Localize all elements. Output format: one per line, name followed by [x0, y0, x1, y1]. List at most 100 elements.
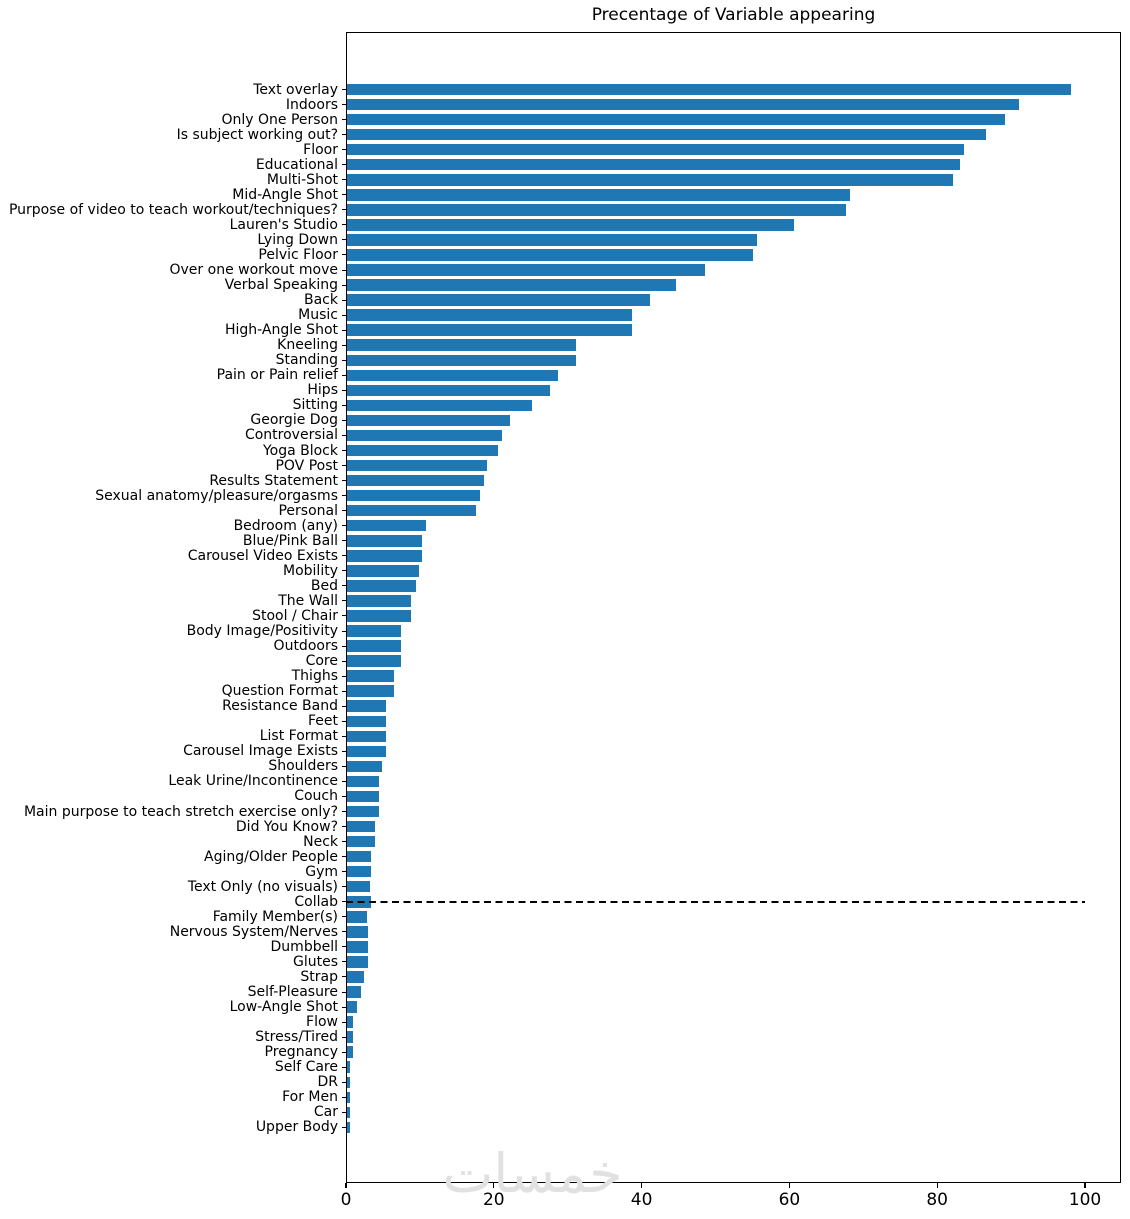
- bar: [347, 775, 379, 788]
- bar: [347, 610, 412, 622]
- y-tick-label: List Format: [259, 728, 338, 745]
- y-tick-label: Outdoors: [273, 638, 338, 655]
- y-tick-mark: [342, 780, 346, 782]
- bar: [347, 113, 1005, 126]
- y-tick-mark: [342, 194, 346, 196]
- bar: [347, 429, 503, 442]
- bar: [347, 640, 401, 652]
- y-tick-label: Mid-Angle Shot: [232, 186, 338, 203]
- y-tick-mark: [342, 314, 346, 316]
- bar: [347, 474, 484, 487]
- bar: [347, 820, 376, 833]
- y-tick-mark: [342, 570, 346, 572]
- y-tick-label: Flow: [306, 1014, 338, 1031]
- y-tick-mark: [342, 630, 346, 632]
- y-tick-label: Upper Body: [255, 1119, 338, 1136]
- y-tick-label: Georgie Dog: [250, 412, 338, 429]
- bar: [347, 745, 387, 758]
- y-tick-mark: [342, 705, 346, 707]
- y-tick-mark: [342, 119, 346, 121]
- y-tick-mark: [342, 600, 346, 602]
- y-tick-mark: [342, 901, 346, 903]
- y-tick-mark: [342, 675, 346, 677]
- y-tick-mark: [342, 344, 346, 346]
- y-tick-mark: [342, 359, 346, 361]
- y-tick-mark: [342, 1096, 346, 1098]
- y-tick-label: Only One Person: [221, 111, 338, 128]
- bar: [347, 880, 370, 893]
- bar: [347, 1016, 353, 1028]
- y-tick-mark: [342, 239, 346, 241]
- y-tick-label: Text Only (no visuals): [187, 878, 338, 895]
- y-tick-label: Over one workout move: [169, 262, 339, 278]
- y-tick-mark: [342, 164, 346, 166]
- bar: [347, 850, 371, 863]
- y-tick-label: Purpose of video to teach workout/techni…: [8, 201, 338, 218]
- y-tick-mark: [342, 660, 346, 662]
- y-tick-label: For Men: [282, 1089, 338, 1106]
- bar: [347, 98, 1020, 111]
- y-tick-mark: [342, 1081, 346, 1083]
- y-tick-mark: [342, 991, 346, 993]
- y-tick-label: Bed: [310, 577, 338, 594]
- y-tick-mark: [342, 1126, 346, 1128]
- y-tick-mark: [342, 329, 346, 331]
- y-tick-label: Music: [298, 307, 338, 324]
- y-tick-label: Lying Down: [257, 231, 338, 248]
- y-tick-label: Core: [305, 653, 338, 670]
- bar: [347, 489, 481, 502]
- bar: [347, 1061, 350, 1073]
- y-tick-mark: [342, 916, 346, 918]
- y-tick-label: Back: [304, 292, 338, 309]
- y-tick-label: Personal: [278, 502, 338, 519]
- y-tick-label: Carousel Image Exists: [183, 743, 338, 760]
- y-tick-mark: [342, 480, 346, 482]
- y-tick-label: Controversial: [244, 427, 338, 444]
- y-tick-label: Stool / Chair: [252, 607, 338, 624]
- y-tick-mark: [342, 841, 346, 843]
- y-tick-mark: [342, 374, 346, 376]
- y-tick-mark: [342, 299, 346, 301]
- y-tick-label: Shoulders: [268, 758, 338, 775]
- y-tick-label: Educational: [255, 156, 338, 173]
- x-tick-mark: [493, 1183, 495, 1188]
- bar: [347, 956, 369, 968]
- bar: [347, 414, 510, 427]
- y-tick-label: Aging/Older People: [204, 848, 338, 865]
- y-tick-mark: [342, 525, 346, 527]
- y-tick-label: Main purpose to teach stretch exercise o…: [23, 803, 338, 820]
- bar: [347, 700, 387, 712]
- y-tick-label: Pregnancy: [264, 1044, 338, 1061]
- bar: [347, 655, 401, 667]
- y-tick-label: Neck: [303, 833, 338, 850]
- y-tick-mark: [342, 720, 346, 722]
- y-tick-mark: [342, 404, 346, 406]
- y-tick-mark: [342, 931, 346, 933]
- y-tick-mark: [342, 89, 346, 90]
- y-tick-label: Sexual anatomy/pleasure/orgasms: [95, 487, 338, 504]
- y-tick-mark: [342, 284, 346, 286]
- y-tick-mark: [342, 615, 346, 617]
- y-tick-mark: [342, 149, 346, 151]
- y-tick-label: Hips: [307, 382, 338, 399]
- y-tick-mark: [342, 735, 346, 737]
- y-tick-mark: [342, 389, 346, 391]
- y-tick-label: Bedroom (any): [233, 517, 338, 534]
- y-tick-label: Lauren's Studio: [229, 216, 338, 233]
- bar: [347, 519, 427, 532]
- bar: [347, 715, 387, 727]
- y-tick-label: Results Statement: [209, 472, 338, 489]
- y-tick-label: Kneeling: [277, 337, 338, 354]
- y-tick-mark: [342, 871, 346, 873]
- y-tick-mark: [342, 1066, 346, 1068]
- y-tick-label: Is subject working out?: [176, 126, 338, 143]
- y-tick-mark: [342, 1036, 346, 1038]
- bar: [347, 550, 423, 562]
- y-tick-mark: [342, 179, 346, 181]
- y-tick-label: Floor: [303, 141, 338, 158]
- bar: [347, 234, 758, 246]
- y-tick-label: Car: [313, 1104, 338, 1121]
- y-tick-label: Glutes: [292, 953, 338, 970]
- y-tick-mark: [342, 254, 346, 256]
- bar: [347, 760, 382, 773]
